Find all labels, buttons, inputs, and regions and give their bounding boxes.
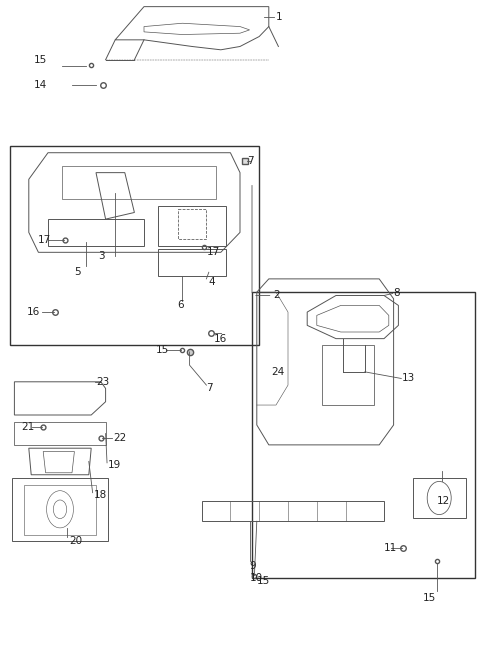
- Text: 20: 20: [70, 536, 83, 546]
- Text: 15: 15: [257, 576, 270, 586]
- Text: 7: 7: [247, 156, 254, 167]
- Text: 16: 16: [26, 307, 40, 317]
- Text: 1: 1: [276, 11, 283, 22]
- Text: 8: 8: [394, 288, 400, 299]
- Text: 11: 11: [384, 542, 397, 553]
- Text: 18: 18: [94, 489, 107, 500]
- Text: 9: 9: [250, 560, 256, 571]
- Bar: [252, 292, 475, 578]
- Text: 22: 22: [113, 433, 126, 444]
- Bar: [10, 146, 259, 345]
- Text: 16: 16: [214, 333, 227, 344]
- Text: 15: 15: [422, 592, 436, 603]
- Text: 21: 21: [21, 422, 35, 432]
- Text: 6: 6: [178, 300, 184, 311]
- Text: 13: 13: [402, 373, 416, 384]
- Text: 2: 2: [274, 290, 280, 301]
- Text: 19: 19: [108, 459, 121, 470]
- Text: 17: 17: [206, 246, 220, 257]
- Text: 24: 24: [271, 367, 285, 377]
- Text: 15: 15: [34, 54, 47, 65]
- Text: 5: 5: [74, 267, 81, 278]
- Text: 7: 7: [206, 383, 213, 394]
- Text: 10: 10: [250, 572, 263, 583]
- Text: 17: 17: [37, 235, 51, 246]
- Text: 23: 23: [96, 376, 109, 387]
- Text: 15: 15: [156, 345, 169, 355]
- Text: 4: 4: [209, 277, 216, 288]
- Text: 12: 12: [437, 496, 450, 507]
- Text: 3: 3: [98, 250, 105, 261]
- Text: 14: 14: [34, 80, 47, 90]
